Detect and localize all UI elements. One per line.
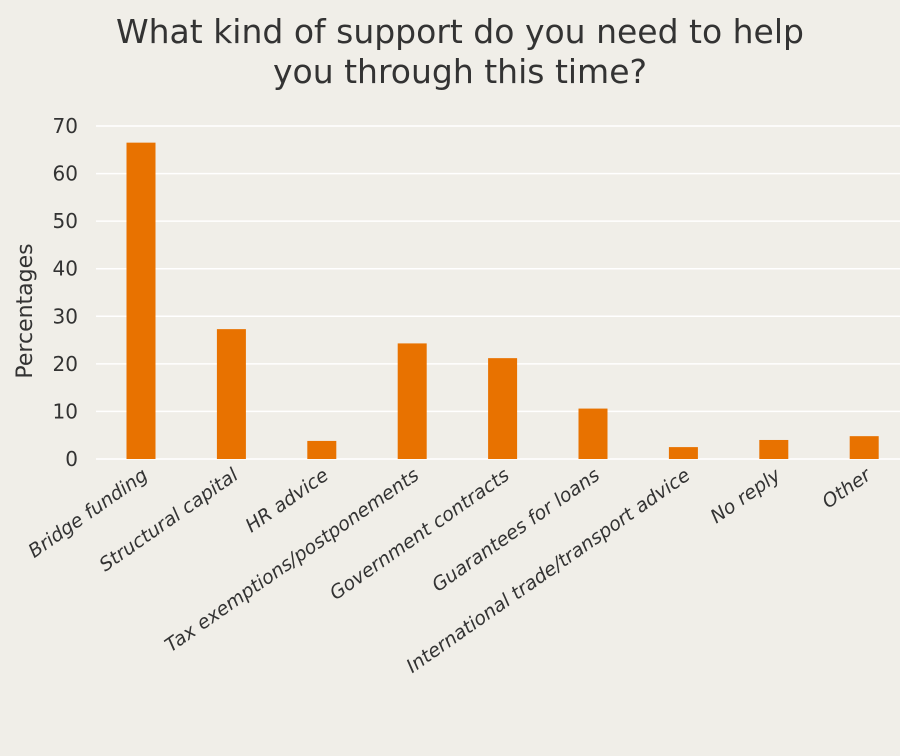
- bar-5: [578, 408, 608, 459]
- x-tick-label: Guarantees for loans: [428, 464, 604, 596]
- y-axis-label: Percentages: [13, 243, 38, 378]
- x-tick-label: No reply: [707, 464, 786, 528]
- chart-title-line-2: you through this time?: [272, 52, 648, 91]
- bar-3: [397, 343, 427, 459]
- bar-8: [849, 436, 879, 459]
- bar-0: [126, 142, 156, 459]
- bar-2: [307, 440, 337, 459]
- y-tick-label: 40: [53, 257, 78, 281]
- x-tick-label: Other: [818, 463, 876, 513]
- bar-7: [759, 439, 789, 459]
- y-tick-label: 50: [53, 209, 78, 233]
- bar-4: [488, 358, 518, 459]
- chart-title: What kind of support do you need to help…: [0, 12, 900, 92]
- y-tick-label: 10: [53, 399, 78, 423]
- bar-6: [668, 447, 698, 459]
- chart-title-line-1: What kind of support do you need to help: [116, 12, 804, 51]
- y-tick-label: 0: [65, 447, 78, 471]
- y-tick-label: 70: [53, 114, 78, 138]
- y-tick-label: 20: [53, 352, 78, 376]
- x-tick-label: Government contracts: [326, 464, 514, 605]
- x-tick-label: HR advice: [242, 464, 333, 537]
- y-tick-label: 30: [53, 304, 78, 328]
- y-tick-label: 60: [53, 162, 78, 186]
- bar-1: [216, 329, 246, 459]
- bars: [126, 142, 879, 459]
- y-axis-ticks: 0 10 20 30 40 50 60 70: [53, 114, 78, 471]
